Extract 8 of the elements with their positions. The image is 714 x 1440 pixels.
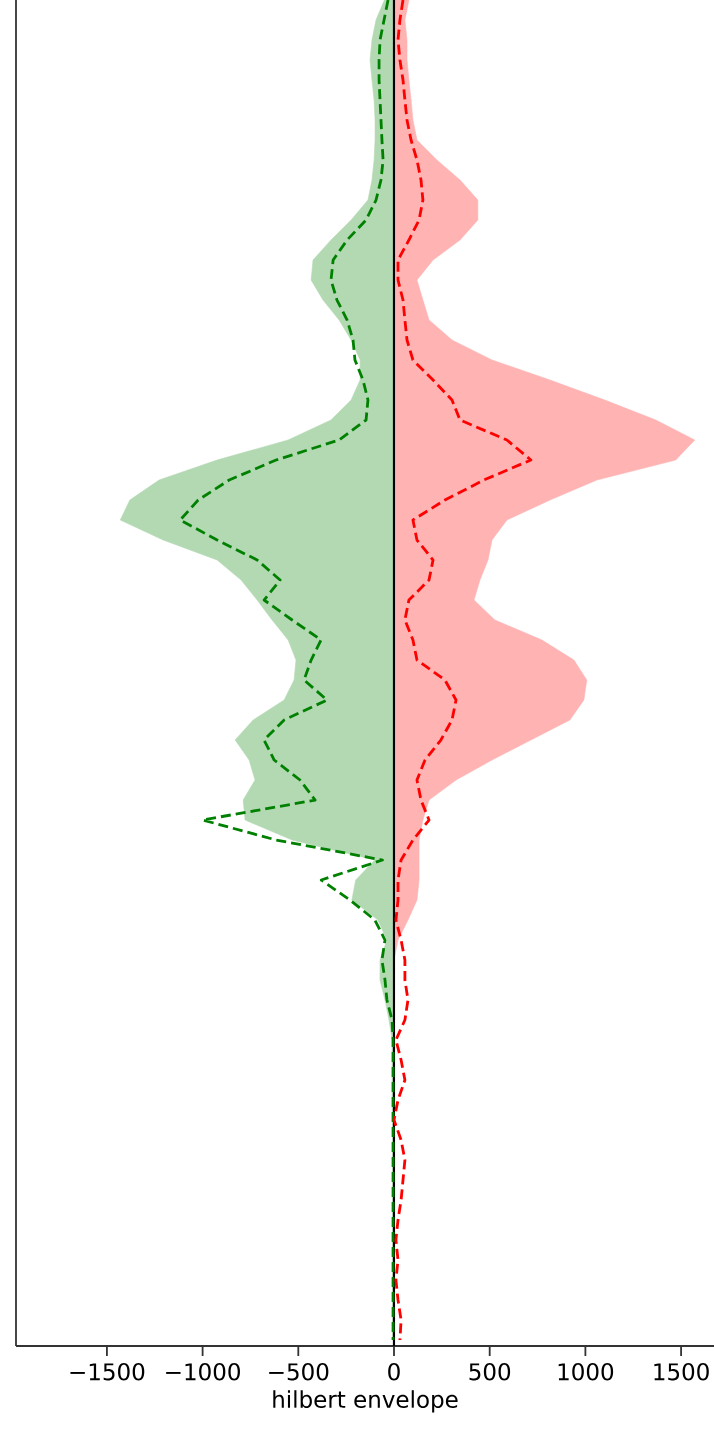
x-tick-label: 1000 <box>558 1363 614 1381</box>
x-tick-label: −500 <box>269 1363 329 1381</box>
x-tick-label: 0 <box>388 1363 400 1381</box>
x-tick-label: 500 <box>469 1363 511 1381</box>
x-axis-title: hilbert envelope <box>273 1390 458 1413</box>
x-tick-label: −1000 <box>166 1363 240 1381</box>
x-tick-label: 1500 <box>654 1363 709 1381</box>
x-tick-label: −1500 <box>70 1363 145 1381</box>
